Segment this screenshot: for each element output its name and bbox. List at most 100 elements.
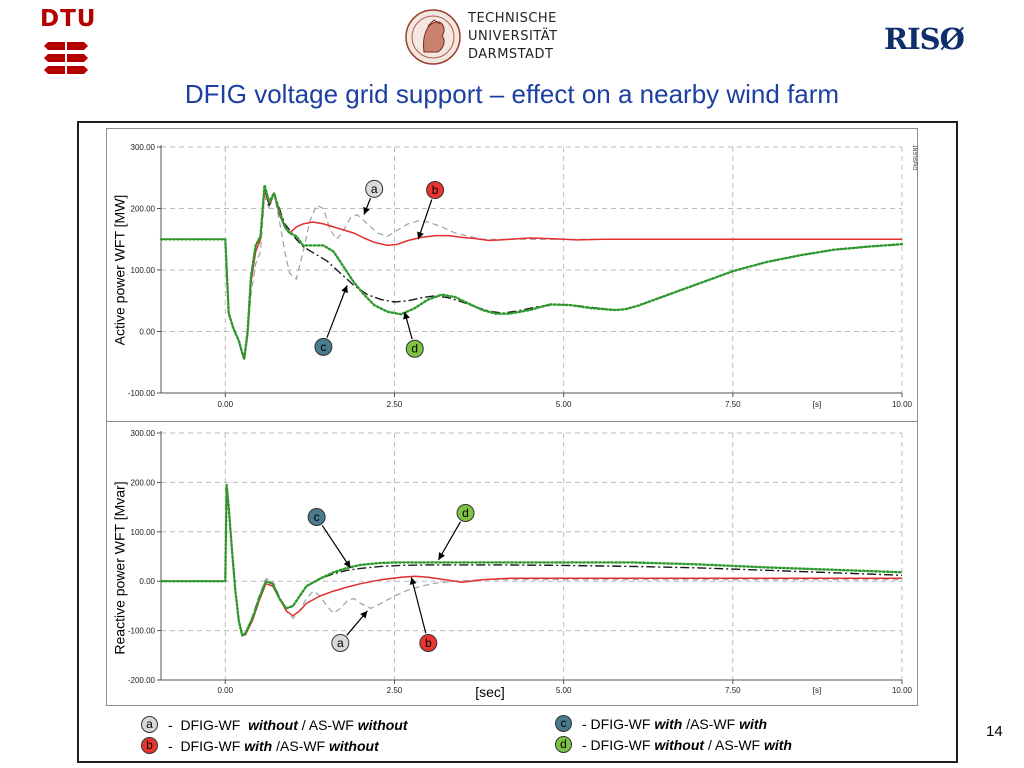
annotation-arrowhead-c xyxy=(343,560,351,568)
tud-line-3: DARMSTADT xyxy=(468,47,554,62)
annotation-badge-c xyxy=(307,507,326,526)
annotation-arrowhead-d xyxy=(403,311,410,320)
y-axis-label-reactive: Reactive power WFT [Mvar] xyxy=(111,481,128,655)
chart-frame xyxy=(77,121,958,763)
legend-badge-a: a xyxy=(141,716,158,733)
y-tick-label: 0.00 xyxy=(139,577,155,586)
legend-text-c-4: with xyxy=(739,715,768,732)
legend-text-c-3: /AS-WF xyxy=(682,715,740,732)
legend-item-c: c - DFIG-WF with /AS-WF with xyxy=(555,715,767,732)
annotation-arrowhead-a xyxy=(363,206,370,215)
x-tick-label: 0.00 xyxy=(217,686,233,695)
x-tick-label: 5.00 xyxy=(556,686,572,695)
annotation-badge-d xyxy=(456,504,475,523)
legend-text-b-1: - DFIG-WF xyxy=(168,737,245,754)
annotation-label-a: a xyxy=(371,182,378,196)
y-tick-label: 300.00 xyxy=(131,143,156,152)
chart-divider xyxy=(106,421,918,422)
x-tick-label: 7.50 xyxy=(725,400,741,409)
page-number: 14 xyxy=(986,723,1003,740)
dtu-logo-text: DTU xyxy=(40,6,97,32)
legend-item-b: b - DFIG-WF with /AS-WF without xyxy=(141,737,379,754)
y-tick-label: -100.00 xyxy=(128,389,156,398)
legend-text-b-3: /AS-WF xyxy=(272,737,329,754)
legend-text-a-2: without xyxy=(248,716,298,733)
annotation-label-c: c xyxy=(320,340,326,354)
annotation-arrow-b xyxy=(417,199,433,240)
annotation-badge-a xyxy=(365,179,384,198)
y-tick-label: 300.00 xyxy=(131,429,156,438)
tu-darmstadt-seal xyxy=(405,9,461,65)
x-axis-label: [sec] xyxy=(475,684,505,700)
legend-text-a-1: - DFIG-WF xyxy=(168,716,249,733)
annotation-badge-d xyxy=(405,339,424,358)
y-tick-label: 100.00 xyxy=(131,266,156,275)
y-axis-label-active: Active power WFT [MW] xyxy=(110,194,127,346)
series-d-line xyxy=(159,183,904,361)
tud-line-2: UNIVERSITÄT xyxy=(468,29,558,44)
annotation-label-b: b xyxy=(432,183,439,197)
legend-text-d-2: without xyxy=(654,736,705,753)
legend-badge-b: b xyxy=(141,737,158,754)
annotation-arrow-b xyxy=(410,577,427,634)
legend-text-a-4: without xyxy=(357,716,408,733)
x-unit-label: [s] xyxy=(813,686,821,695)
legend-item-a: a - DFIG-WF without / AS-WF without xyxy=(141,716,408,733)
legend-text-c-1: - DFIG-WF xyxy=(582,715,655,732)
x-tick-label: 10.00 xyxy=(892,400,913,409)
y-tick-label: -200.00 xyxy=(128,676,156,685)
y-tick-label: 0.00 xyxy=(139,328,155,337)
annotation-badge-c xyxy=(314,337,333,356)
legend-badge-d: d xyxy=(555,736,572,753)
legend-text-b-2: with xyxy=(244,737,273,754)
annotation-arrowhead-b xyxy=(409,577,417,585)
y-tick-label: 100.00 xyxy=(131,528,156,537)
annotation-arrowhead-c xyxy=(341,285,348,294)
slide-title: DFIG voltage grid support – effect on a … xyxy=(184,79,840,109)
annotation-label-b: b xyxy=(425,636,432,650)
annotation-arrowhead-d xyxy=(438,552,445,560)
series-a-line xyxy=(161,484,902,636)
legend-text-b-4: without xyxy=(328,737,379,754)
series-b-line xyxy=(161,484,902,637)
x-tick-label: 7.50 xyxy=(725,686,741,695)
series-c-line xyxy=(161,484,903,637)
legend-text-d-4: with xyxy=(763,736,792,753)
annotation-label-c: c xyxy=(314,510,320,524)
x-tick-label: 2.50 xyxy=(387,400,403,409)
tu-darmstadt-logo: TECHNISCHE UNIVERSITÄT DARMSTADT xyxy=(404,8,574,66)
y-tick-label: -100.00 xyxy=(128,627,156,636)
legend-text-c-2: with xyxy=(654,715,683,732)
digsilent-watermark: DIgSILENT xyxy=(913,145,919,170)
annotation-label-a: a xyxy=(337,636,344,650)
annotation-label-d: d xyxy=(411,342,418,356)
x-tick-label: 10.00 xyxy=(892,686,913,695)
annotation-arrow-c xyxy=(321,524,351,569)
x-tick-label: 5.00 xyxy=(556,400,572,409)
legend-text-a-3: / AS-WF xyxy=(297,716,358,733)
y-tick-label: 200.00 xyxy=(131,478,156,487)
annotation-badge-b xyxy=(426,181,445,200)
legend-item-d: d - DFIG-WF without / AS-WF with xyxy=(555,736,792,753)
tu-darmstadt-wordmark: TECHNISCHE UNIVERSITÄT DARMSTADT xyxy=(468,10,558,64)
series-a-line xyxy=(161,192,902,360)
legend-text-d-3: / AS-WF xyxy=(704,736,764,753)
grid-panel-0 xyxy=(161,146,903,394)
x-tick-label: 0.00 xyxy=(217,400,233,409)
annotation-badge-a xyxy=(331,633,350,652)
annotation-arrowhead-b xyxy=(417,231,424,240)
legend-text-d-1: - DFIG-WF xyxy=(582,736,655,753)
chart-inner-border xyxy=(106,128,918,706)
y-tick-label: 200.00 xyxy=(131,205,156,214)
x-tick-label: 2.50 xyxy=(387,686,403,695)
dtu-logo: DTU xyxy=(40,6,97,78)
annotation-badge-b xyxy=(419,633,438,652)
riso-logo: RISØ xyxy=(884,22,965,56)
grid-panel-1 xyxy=(161,432,903,681)
tud-line-1: TECHNISCHE xyxy=(468,11,557,26)
annotation-arrow-c xyxy=(326,285,348,338)
dtu-logo-mark xyxy=(44,40,88,76)
annotation-arrowhead-a xyxy=(360,610,368,619)
series-b-line xyxy=(161,189,902,360)
